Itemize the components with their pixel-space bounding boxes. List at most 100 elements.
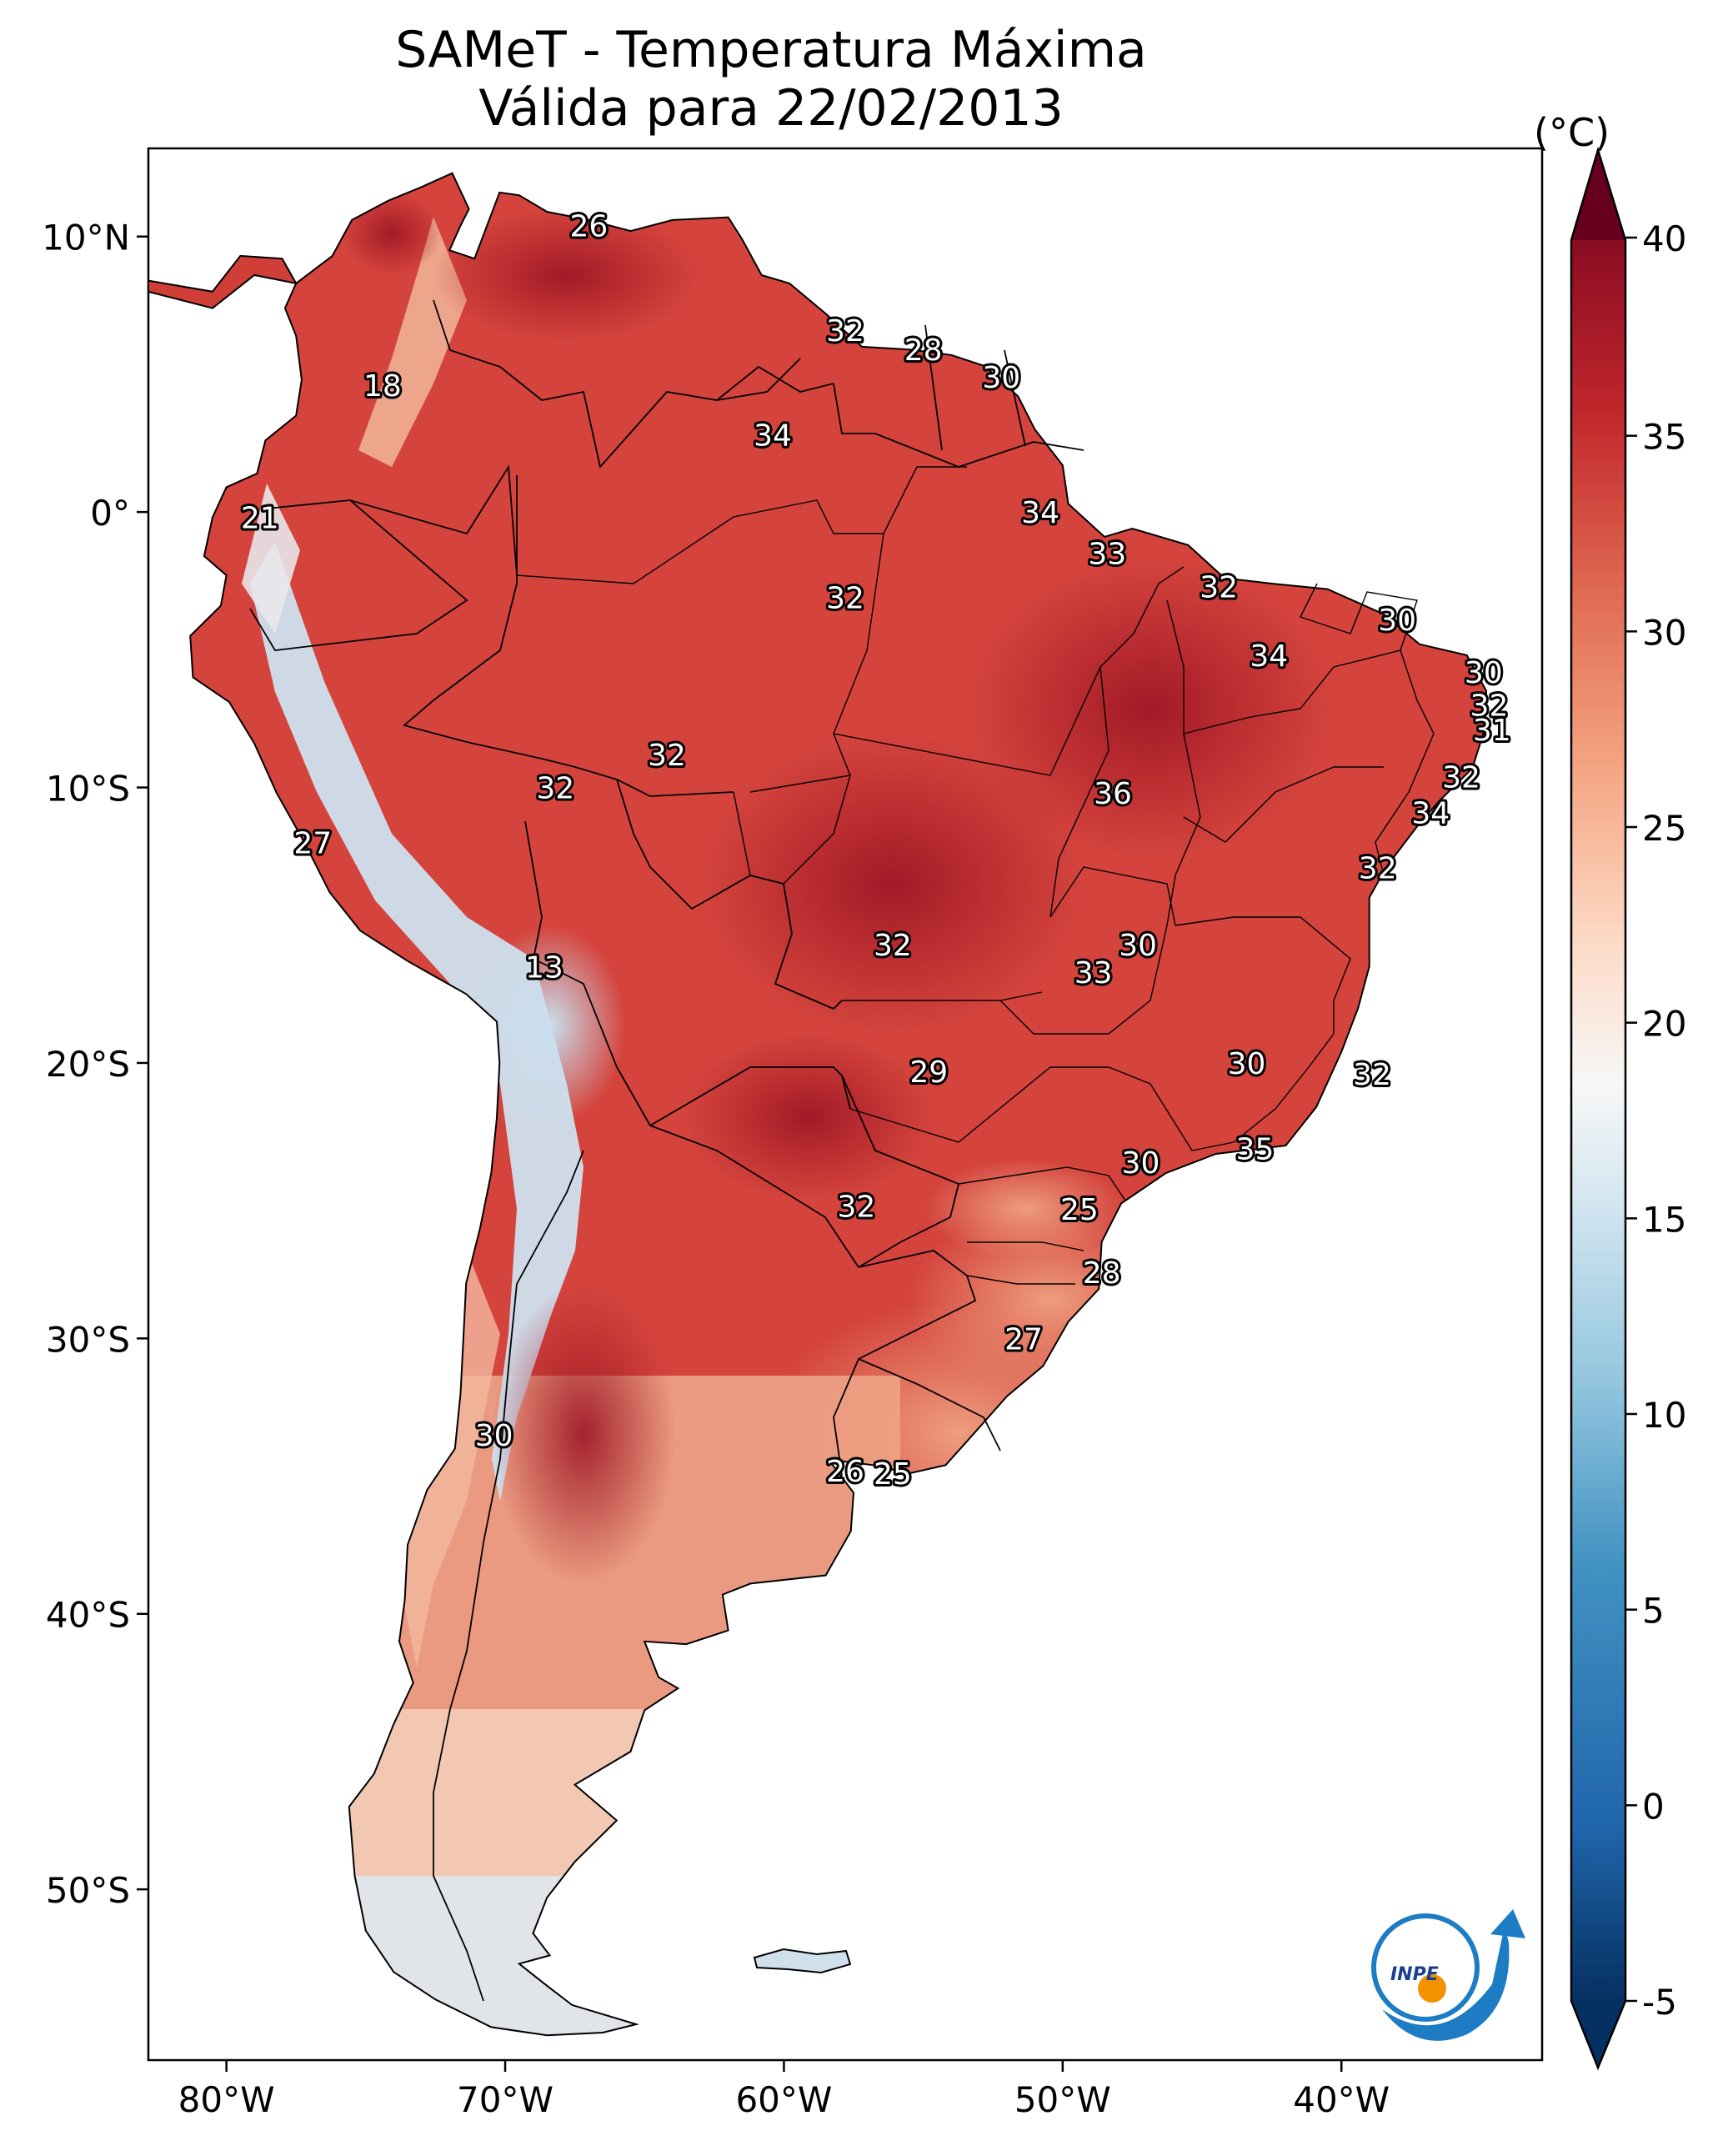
border-venezuela-colombia-brazil — [433, 299, 834, 469]
colorbar-min-extension — [1571, 2001, 1625, 2068]
colorbar-body — [1571, 240, 1625, 2001]
lat-tick-label: 40°S — [46, 1595, 130, 1636]
temperature-point-label: 30 — [1465, 656, 1503, 690]
temperature-point-label: 32 — [826, 582, 864, 616]
temperature-point-label: 32 — [874, 929, 912, 963]
border-chile-argentina — [433, 1150, 584, 2002]
temperature-point-label: 28 — [904, 333, 943, 368]
state-borders — [516, 466, 1435, 1285]
colorbar-tick-label: 15 — [1642, 1199, 1686, 1240]
colorbar-tick-label: 30 — [1642, 612, 1686, 653]
lat-tick-label: 20°S — [46, 1044, 130, 1085]
border-goias-minas — [999, 925, 1168, 1035]
lat-tick-label: 0° — [90, 493, 130, 534]
temperature-point-label: 30 — [1119, 929, 1157, 963]
lat-tick-label: 10°S — [46, 769, 130, 810]
border-minas-rj-es — [1150, 1033, 1335, 1151]
temperature-point-label: 33 — [1074, 956, 1113, 990]
map-title: SAMeT - Temperatura Máxima — [395, 21, 1147, 79]
border-tocantins — [1049, 666, 1176, 926]
temperature-point-label: 32 — [1442, 760, 1480, 795]
lat-tick-label: 50°S — [46, 1870, 130, 1911]
venezuela-hot-core — [433, 208, 700, 342]
temperature-point-label: 30 — [475, 1419, 513, 1453]
colorbar-ticks: 40 35 30 25 20 15 10 5 0 -5 — [1625, 218, 1686, 2023]
temperature-point-label: 34 — [1250, 639, 1288, 674]
border-peru-brazil — [403, 475, 734, 797]
colorbar-unit-label: (°C) — [1534, 110, 1610, 155]
country-borders — [249, 299, 1084, 2002]
coastline — [189, 172, 1488, 2037]
border-pe-al-se — [1375, 649, 1435, 876]
border-bolivia-brazil — [616, 779, 843, 1010]
temperature-point-label: 32 — [837, 1191, 875, 1225]
border-bahia-north — [1183, 766, 1384, 843]
temperature-point-label: 32 — [826, 314, 864, 348]
logo-text: INPE — [1390, 1964, 1439, 1985]
border-suriname-french-guiana — [1004, 349, 1026, 447]
ecuador-andes-patch — [242, 484, 300, 634]
temperature-point-label: 32 — [1353, 1058, 1391, 1092]
paraguay-hot-core — [684, 1034, 934, 1201]
inpe-logo: INPE — [1371, 1909, 1525, 2041]
border-bolivia-paraguay — [616, 1066, 851, 1127]
border-guyana-suriname — [924, 324, 943, 451]
temperature-point-label: 30 — [1228, 1047, 1266, 1081]
colorbar-tick-label: 5 — [1642, 1591, 1665, 1632]
border-argentina-paraguay — [649, 1125, 859, 1268]
border-mt-ms — [842, 991, 1043, 1001]
border-piaui-ceara — [1183, 583, 1418, 735]
temperature-point-label: 25 — [874, 1457, 912, 1492]
andes-cold-band — [250, 542, 584, 1501]
temperature-point-label: 27 — [1004, 1322, 1043, 1356]
temperature-point-label: 27 — [293, 827, 332, 861]
border-ecuador-colombia-peru — [266, 464, 518, 576]
lon-tick-label: 40°W — [1293, 2079, 1390, 2120]
border-amazonas-para — [516, 499, 884, 776]
altiplano-cold-patch — [475, 925, 625, 1126]
border-parana-sc — [967, 1241, 1084, 1251]
temperature-point-label: 34 — [1021, 496, 1059, 530]
chile-coast-patch — [400, 1251, 500, 1667]
border-ecuador-peru — [249, 499, 468, 651]
border-sc-rs — [966, 1275, 1075, 1285]
colorbar-tick-label: 10 — [1642, 1395, 1686, 1436]
colorbar-tick-label: 0 — [1642, 1786, 1665, 1827]
colorbar: 40 35 30 25 20 15 10 5 0 -5 — [1570, 146, 1686, 2071]
border-para-mato-grosso — [833, 566, 1185, 776]
logo-arrow-head — [1490, 1909, 1525, 1938]
central-brazil-hot-core — [700, 734, 1084, 1034]
lon-tick-label: 80°W — [178, 2079, 275, 2120]
lon-tick-label: 60°W — [735, 2079, 832, 2120]
temperature-point-label: 26 — [826, 1455, 864, 1489]
nordeste-hot-core — [967, 559, 1334, 859]
map-subtitle: Válida para 22/02/2013 — [478, 79, 1064, 138]
temperature-point-label: 32 — [536, 772, 574, 806]
temperature-point-label: 30 — [1122, 1146, 1160, 1181]
border-sp-parana — [958, 1166, 1126, 1201]
temperature-point-label: 32 — [1359, 851, 1397, 885]
temperature-point-label: 30 — [1378, 604, 1416, 638]
temperature-point-label: 21 — [241, 502, 279, 536]
border-maranhao-piaui — [1166, 599, 1201, 926]
temperature-point-label: 32 — [648, 739, 686, 773]
border-uruguay-brazil — [858, 1358, 1001, 1452]
panama-landmass — [148, 254, 298, 309]
lon-tick-label: 50°W — [1014, 2079, 1111, 2120]
colorbar-max-extension — [1571, 150, 1625, 240]
border-ms-sp — [849, 1066, 1151, 1143]
border-argentina-brazil-uruguay — [833, 1250, 977, 1477]
temperature-point-label: 26 — [569, 210, 608, 244]
temperature-point-label: 18 — [363, 369, 402, 404]
logo-swoosh — [1382, 1926, 1510, 2041]
falkland-islands — [753, 1948, 852, 1974]
border-peru-bolivia — [524, 820, 618, 1068]
temperature-point-label: 29 — [909, 1055, 948, 1090]
colorbar-tick-label: -5 — [1642, 1982, 1677, 2023]
temperature-point-label: 30 — [982, 361, 1020, 395]
logo-ring — [1371, 1913, 1480, 2022]
temperature-point-label: 13 — [525, 950, 563, 985]
lat-tick-label: 30°S — [46, 1319, 130, 1360]
border-paraguay-brazil — [841, 1075, 960, 1268]
